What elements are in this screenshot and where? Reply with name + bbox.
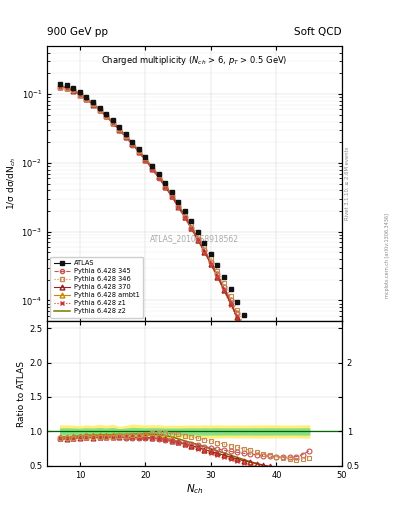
Y-axis label: Ratio to ATLAS: Ratio to ATLAS [17,360,26,426]
Text: mcplots.cern.ch [arXiv:1306.3436]: mcplots.cern.ch [arXiv:1306.3436] [385,214,389,298]
Y-axis label: 1/σ dσ/dN$_{ch}$: 1/σ dσ/dN$_{ch}$ [6,157,18,210]
Text: 900 GeV pp: 900 GeV pp [47,27,108,37]
Text: Rivet 3.1.10, ≥ 2.6M events: Rivet 3.1.10, ≥ 2.6M events [345,147,350,220]
X-axis label: $N_{ch}$: $N_{ch}$ [185,482,204,496]
Text: ATLAS_2010_S8918562: ATLAS_2010_S8918562 [150,234,239,243]
Text: Charged multiplicity ($N_{ch}$ > 6, $p_{T}$ > 0.5 GeV): Charged multiplicity ($N_{ch}$ > 6, $p_{… [101,54,288,68]
Legend: ATLAS, Pythia 6.428 345, Pythia 6.428 346, Pythia 6.428 370, Pythia 6.428 ambt1,: ATLAS, Pythia 6.428 345, Pythia 6.428 34… [50,257,143,318]
Text: Soft QCD: Soft QCD [294,27,342,37]
